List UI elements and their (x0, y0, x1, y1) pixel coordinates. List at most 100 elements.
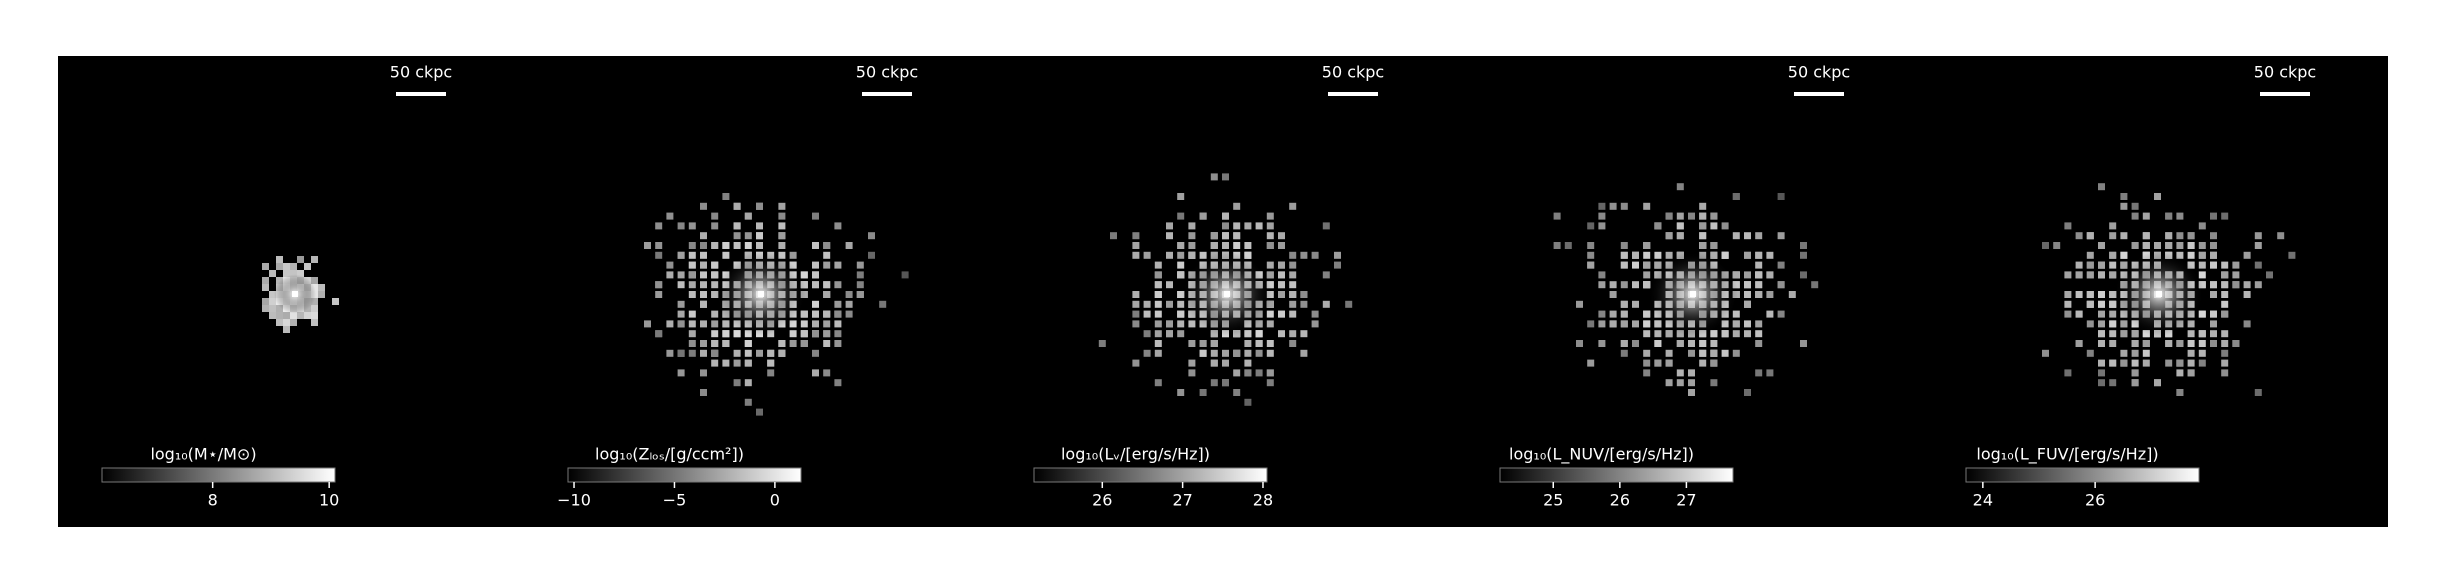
pixel (1766, 271, 1774, 279)
pixel (1244, 369, 1252, 377)
pixel (2142, 359, 2150, 367)
pixel (1177, 291, 1185, 298)
pixel (1110, 232, 1117, 240)
pixel (1643, 251, 1651, 259)
pixel (2254, 261, 2262, 269)
pixel (901, 271, 909, 279)
colorbar (1499, 467, 1734, 483)
pixel (1744, 300, 1751, 308)
pixel (834, 320, 842, 328)
pixel (1632, 281, 1639, 289)
pixel (2210, 261, 2217, 269)
pixel (304, 312, 311, 319)
pixel (711, 320, 719, 328)
pixel (2187, 242, 2195, 249)
pixel (2120, 359, 2128, 367)
pixel (2142, 340, 2150, 347)
pixel (834, 379, 842, 387)
pixel (1598, 222, 1606, 230)
colorbar-tick-label: −10 (557, 491, 591, 510)
colorbar-label: log₁₀(L_NUV/[erg/s/Hz]) (1509, 445, 1694, 465)
pixel (2142, 212, 2150, 220)
pixel (2075, 291, 2083, 298)
pixel (2176, 232, 2184, 240)
pixel (2131, 340, 2139, 347)
core (1224, 291, 1230, 297)
pixel (2042, 242, 2049, 249)
pixel (2098, 330, 2105, 338)
pixel (2075, 310, 2083, 318)
pixel (283, 263, 290, 270)
pixel (2109, 300, 2117, 308)
pixel (1199, 212, 1207, 220)
pixel (1732, 320, 1740, 328)
pixel (1699, 242, 1707, 249)
pixel (1199, 340, 1207, 347)
pixel (800, 320, 808, 328)
pixel (269, 312, 276, 319)
pixel (1620, 202, 1628, 210)
pixel (1177, 320, 1185, 328)
pixel (812, 271, 819, 279)
pixel (2176, 251, 2184, 259)
pixel (1166, 320, 1173, 328)
pixel (1587, 251, 1595, 259)
pixel (2221, 349, 2229, 357)
pixel (1266, 369, 1274, 377)
pixel (823, 261, 831, 269)
pixel (1222, 242, 1229, 249)
pixel (2210, 242, 2217, 249)
pixel (2198, 349, 2206, 357)
pixel (2064, 369, 2072, 377)
pixel (1654, 320, 1662, 328)
pixel (1166, 251, 1173, 259)
pixel (789, 330, 797, 338)
pixel (290, 270, 297, 277)
pixel (2042, 349, 2049, 357)
pixel (722, 359, 730, 367)
pixel (1322, 222, 1330, 230)
pixel (2086, 349, 2094, 357)
pixel (2210, 291, 2217, 298)
pixel (1609, 291, 1617, 298)
pixel (1598, 320, 1606, 328)
pixel (711, 340, 719, 347)
pixel (1244, 340, 1252, 347)
pixel (1143, 330, 1151, 338)
pixel (1643, 349, 1651, 357)
pixel (688, 349, 696, 357)
pixel (666, 349, 674, 357)
pixel (2243, 291, 2251, 298)
pixel (688, 281, 696, 289)
pixel (733, 242, 741, 249)
pixel (1177, 193, 1185, 200)
pixel (1289, 340, 1297, 347)
core (2156, 291, 2162, 297)
pixel (2165, 212, 2173, 220)
pixel (644, 320, 651, 328)
pixel (1334, 261, 1341, 269)
pixel (744, 359, 752, 367)
pixel (812, 330, 819, 338)
pixel (283, 319, 290, 326)
pixel (311, 319, 318, 326)
pixel (1587, 320, 1595, 328)
pixel (2210, 330, 2217, 338)
pixel (1233, 232, 1241, 240)
pixel (1143, 251, 1151, 259)
pixel (1166, 300, 1173, 308)
pixel (1244, 242, 1252, 249)
pixel (1222, 222, 1229, 230)
pixel (1222, 232, 1229, 240)
pixel (1676, 340, 1684, 347)
pixel (700, 251, 707, 259)
pixel (700, 261, 707, 269)
pixel (812, 212, 819, 220)
pixel (1643, 369, 1651, 377)
pixel (1587, 222, 1595, 230)
pixel (276, 277, 283, 284)
pixel (2210, 251, 2217, 259)
pixel (2187, 369, 2195, 377)
pixel (283, 270, 290, 277)
pixel (1166, 330, 1173, 338)
